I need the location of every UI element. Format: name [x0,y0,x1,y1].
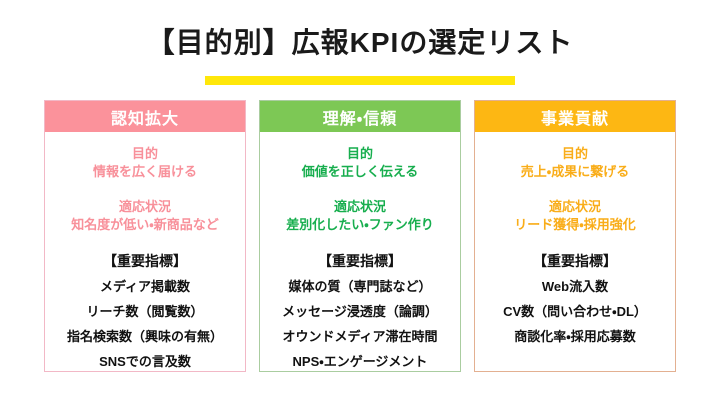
purpose-label: 目的 [561,146,588,161]
card-trust-header: 理解・信頼 [260,101,460,132]
kpi-item: 媒体の質（専門誌など） [288,279,432,294]
card-awareness: 認知拡大 目的 情報を広く届ける 適応状況 知名度が低い・新商品など 【重要指標… [44,100,246,372]
purpose-text: 売上・成果に繋げる [520,164,630,179]
purpose-section: 目的 価値を正しく伝える [260,145,460,181]
kpi-section-label: 【重要指標】 [318,253,402,269]
purpose-text: 情報を広く届ける [92,164,197,179]
kpi-item: オウンドメディア滞在時間 [282,329,438,344]
card-awareness-body: 目的 情報を広く届ける 適応状況 知名度が低い・新商品など 【重要指標】 メディ… [45,132,245,369]
situation-text: リード獲得・採用強化 [514,217,636,232]
purpose-section: 目的 売上・成果に繋げる [475,145,675,181]
purpose-label: 目的 [131,146,158,161]
kpi-item: リーチ数（閲覧数） [86,304,204,319]
situation-text: 差別化したい・ファン作り [286,217,434,232]
kpi-item: SNSでの言及数 [99,354,191,369]
kpi-item: Web流入数 [541,279,609,294]
kpi-section-label: 【重要指標】 [103,253,187,269]
purpose-text: 価値を正しく伝える [301,164,419,179]
kpi-item: CV数（問い合わせ・DL） [503,304,647,319]
kpi-item: メディア掲載数 [99,279,191,294]
card-business: 事業貢献 目的 売上・成果に繋げる 適応状況 リード獲得・採用強化 【重要指標】… [474,100,676,372]
purpose-label: 目的 [346,146,373,161]
kpi-item: メッセージ浸透度（論調） [282,304,438,319]
kpi-item: NPS・エンゲージメント [292,354,428,369]
situation-section: 適応状況 リード獲得・採用強化 [475,198,675,234]
card-business-header: 事業貢献 [475,101,675,132]
card-business-body: 目的 売上・成果に繋げる 適応状況 リード獲得・採用強化 【重要指標】 Web流… [475,132,675,344]
situation-section: 適応状況 知名度が低い・新商品など [45,198,245,234]
card-trust: 理解・信頼 目的 価値を正しく伝える 適応状況 差別化したい・ファン作り 【重要… [259,100,461,372]
kpi-item: 指名検索数（興味の有無） [66,329,223,344]
card-trust-body: 目的 価値を正しく伝える 適応状況 差別化したい・ファン作り 【重要指標】 媒体… [260,132,460,369]
page-title: 【目的別】広報KPIの選定リスト [146,27,574,58]
situation-text: 知名度が低い・新商品など [71,217,219,232]
kpi-section-label: 【重要指標】 [533,253,617,269]
kpi-columns: 認知拡大 目的 情報を広く届ける 適応状況 知名度が低い・新商品など 【重要指標… [0,100,720,372]
purpose-section: 目的 情報を広く届ける [45,145,245,181]
situation-label: 適応状況 [333,199,386,214]
situation-label: 適応状況 [118,199,171,214]
kpi-item: 商談化率・採用応募数 [514,329,636,344]
situation-label: 適応状況 [548,199,601,214]
card-awareness-header: 認知拡大 [45,101,245,132]
situation-section: 適応状況 差別化したい・ファン作り [260,198,460,234]
title-underline [205,76,515,85]
